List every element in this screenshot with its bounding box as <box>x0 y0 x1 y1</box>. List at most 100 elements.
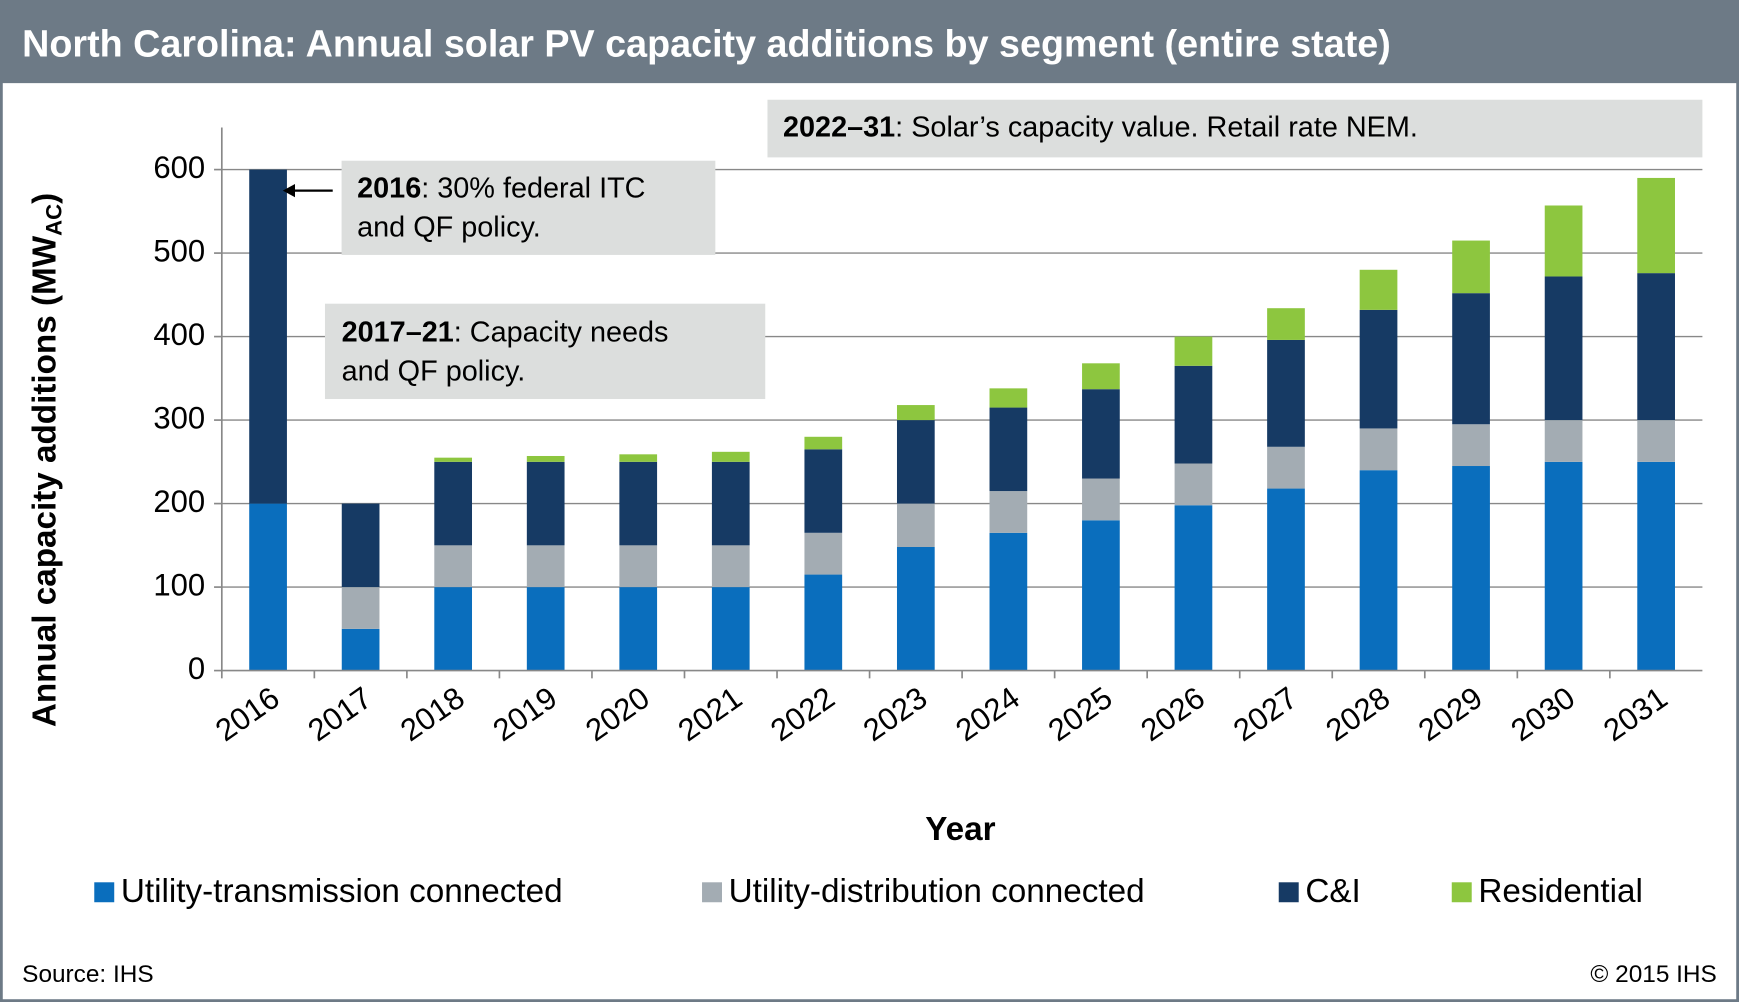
bar-segment <box>434 587 473 671</box>
bar-segment <box>1637 273 1675 421</box>
bar-segment <box>526 461 565 546</box>
annotation-text: and QF policy. <box>342 355 526 387</box>
bar-segment <box>1174 336 1213 366</box>
annotation: and QF policy. <box>357 211 541 243</box>
bar-segment <box>1174 463 1213 506</box>
annotation: and QF policy. <box>342 355 526 387</box>
bar-segment <box>711 587 750 671</box>
annotation: 2017–21: Capacity needs <box>342 316 669 348</box>
annotation-text: and QF policy. <box>357 211 541 243</box>
bar-segment <box>989 491 1028 533</box>
bar-segment <box>434 545 473 588</box>
bar-segment <box>1637 461 1675 671</box>
legend-label: Residential <box>1478 873 1643 910</box>
bar-segment <box>619 587 658 671</box>
annotation: 2016: 30% federal ITC <box>357 172 645 204</box>
bar-segment <box>1267 446 1305 489</box>
bar-segment <box>249 503 287 671</box>
bar-segment <box>804 449 843 533</box>
bar-segment <box>341 503 380 588</box>
bar-segment <box>1174 365 1213 464</box>
annotation-box <box>324 303 766 400</box>
y-tick-label: 600 <box>153 150 205 185</box>
bar-segment <box>896 405 935 421</box>
bar-segment <box>804 532 843 575</box>
bar-segment <box>1174 505 1213 671</box>
bar-segment <box>526 545 565 588</box>
bar-segment <box>1637 420 1675 462</box>
bar-segment <box>1082 389 1120 479</box>
arrow-head <box>282 183 296 198</box>
bar-segment <box>1359 470 1398 671</box>
bar-segment <box>341 628 380 671</box>
x-axis-label: Year <box>925 811 995 848</box>
bar-segment <box>619 454 658 462</box>
bar-segment <box>896 420 935 504</box>
y-tick-label: 200 <box>153 484 205 519</box>
bar-segment <box>1359 269 1398 310</box>
bar-segment <box>526 587 565 671</box>
bar-segment <box>434 457 473 462</box>
y-axis-label: Annual capacity additions (MWAC) <box>26 193 66 727</box>
annotation-text: : Solar’s capacity value. Retail rate NE… <box>895 111 1418 143</box>
annotation-text: : Capacity needs <box>454 316 669 348</box>
bar-segment <box>896 547 935 671</box>
bar-segment <box>1267 308 1305 340</box>
bar-segment <box>896 503 935 548</box>
annotation-bold: 2017–21 <box>342 316 454 348</box>
bar-segment <box>619 461 658 546</box>
bar-segment <box>1452 293 1490 425</box>
annotation-box <box>341 160 716 255</box>
bar-segment <box>1452 424 1490 467</box>
legend-label: Utility-transmission connected <box>121 873 563 910</box>
legend-swatch <box>1451 882 1472 903</box>
bar-segment <box>989 407 1028 492</box>
bar-segment <box>434 461 473 546</box>
bar-segment <box>1544 276 1583 421</box>
legend-label: Utility-distribution connected <box>729 873 1145 910</box>
bar-segment <box>1082 520 1120 671</box>
bar-segment <box>1544 205 1583 277</box>
bar-segment <box>804 436 843 450</box>
y-label-end: ) <box>26 193 63 204</box>
bar-segment <box>341 587 380 629</box>
bar-segment <box>711 461 750 546</box>
annotation-box <box>767 99 1703 158</box>
legend-label: C&I <box>1305 873 1360 910</box>
bar-segment <box>1267 488 1305 671</box>
bar-segment <box>249 169 287 504</box>
bar-segment <box>1544 420 1583 462</box>
bar-segment <box>711 545 750 588</box>
bar-segment <box>526 455 565 462</box>
bar-segment <box>1452 240 1490 294</box>
y-label-main: Annual capacity additions (MW <box>26 235 63 727</box>
bar-segment <box>1082 478 1120 521</box>
copyright: © 2015 IHS <box>1590 961 1716 988</box>
annotation: 2022–31: Solar’s capacity value. Retail … <box>783 111 1418 143</box>
header <box>0 0 1739 84</box>
annotation-bold: 2016 <box>357 172 421 204</box>
y-tick-label: 400 <box>153 317 205 352</box>
legend-swatch <box>94 882 115 903</box>
annotation-text: : 30% federal ITC <box>421 172 645 204</box>
bar-segment <box>804 574 843 671</box>
bar-segment <box>989 532 1028 671</box>
bar-segment <box>619 545 658 588</box>
source: Source: IHS <box>22 961 153 988</box>
y-tick-label: 300 <box>153 400 205 435</box>
chart-title: North Carolina: Annual solar PV capacity… <box>22 23 1391 65</box>
bar-segment <box>1544 461 1583 671</box>
bar-segment <box>1359 309 1398 429</box>
legend-swatch <box>702 882 722 903</box>
annotation-bold: 2022–31 <box>783 111 895 143</box>
bar-segment <box>1267 339 1305 447</box>
bar-segment <box>1452 466 1490 671</box>
bar-segment <box>989 388 1028 408</box>
bar-segment <box>711 451 750 462</box>
y-label-sub: AC <box>41 204 66 236</box>
bar-segment <box>1637 177 1675 274</box>
y-tick-label: 500 <box>153 233 205 268</box>
y-tick-label: 0 <box>188 651 205 686</box>
